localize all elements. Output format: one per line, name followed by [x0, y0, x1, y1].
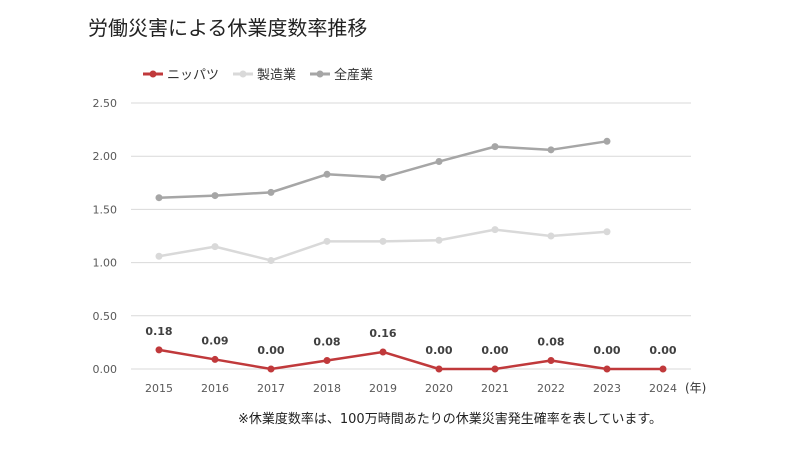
x-tick-label: 2019 — [369, 382, 397, 395]
data-point — [155, 194, 163, 202]
data-label: 0.00 — [649, 344, 676, 357]
data-point — [659, 365, 667, 373]
series-line-2 — [158, 140, 608, 199]
data-point — [603, 365, 611, 373]
data-point — [211, 192, 219, 200]
data-point — [211, 355, 219, 363]
legend-swatch-nippatsu — [143, 70, 163, 77]
data-point — [323, 356, 331, 364]
data-point — [323, 170, 331, 178]
data-point — [211, 243, 219, 251]
data-point — [491, 365, 499, 373]
data-point — [155, 346, 163, 354]
data-point — [547, 232, 555, 240]
x-axis-unit: (年) — [685, 381, 706, 395]
legend-item-nippatsu: ニッパツ — [143, 64, 219, 83]
data-point — [379, 348, 387, 356]
x-tick-label: 2020 — [425, 382, 453, 395]
data-point — [603, 228, 611, 236]
data-label: 0.00 — [257, 344, 284, 357]
data-point — [603, 137, 611, 145]
series-line-0 — [158, 348, 663, 371]
legend-label-manufacturing: 製造業 — [257, 68, 297, 83]
series-line-1 — [158, 228, 608, 262]
chart-title: 労働災害による休業度数率推移 — [88, 16, 368, 40]
data-label: 0.00 — [593, 344, 620, 357]
data-label: 0.18 — [145, 325, 172, 338]
data-point — [267, 256, 275, 264]
y-tick-label: 0.00 — [93, 363, 118, 376]
data-label: 0.00 — [425, 344, 452, 357]
y-tick-label: 2.50 — [93, 97, 118, 110]
legend: ニッパツ 製造業 全産業 — [143, 64, 373, 83]
x-tick-label: 2017 — [257, 382, 285, 395]
data-point — [491, 143, 499, 151]
data-point — [547, 356, 555, 364]
data-point — [155, 252, 163, 260]
y-tick-label: 0.50 — [93, 310, 118, 323]
data-point — [379, 173, 387, 181]
legend-swatch-manufacturing — [233, 70, 254, 77]
legend-item-manufacturing: 製造業 — [233, 64, 296, 83]
y-tick-label: 1.50 — [93, 203, 118, 216]
x-tick-label: 2023 — [593, 382, 621, 395]
x-tick-label: 2016 — [201, 382, 229, 395]
data-label: 0.08 — [537, 335, 564, 348]
data-point — [323, 237, 331, 245]
legend-swatch-all-industries — [310, 70, 331, 77]
y-tick-label: 1.00 — [93, 257, 118, 270]
data-point — [435, 158, 443, 166]
legend-label-nippatsu: ニッパツ — [167, 68, 220, 83]
data-point — [547, 146, 555, 154]
data-label: 0.08 — [313, 335, 340, 348]
data-label: 0.16 — [369, 327, 396, 340]
x-tick-label: 2021 — [481, 382, 509, 395]
legend-item-all-industries: 全産業 — [310, 64, 373, 83]
data-point — [267, 188, 275, 196]
x-tick-label: 2015 — [145, 382, 173, 395]
data-point — [435, 236, 443, 244]
data-label: 0.09 — [201, 334, 228, 347]
y-tick-label: 2.00 — [93, 150, 118, 163]
legend-label-all-industries: 全産業 — [334, 68, 374, 83]
line-chart: 0.00 0.50 1.00 1.50 2.00 2.50 2015 2016 2017 2018… — [93, 97, 707, 395]
x-tick-label: 2022 — [537, 382, 565, 395]
data-point — [379, 237, 387, 245]
data-point — [435, 365, 443, 373]
x-tick-label: 2018 — [313, 382, 341, 395]
data-point — [491, 226, 499, 234]
data-point — [267, 365, 275, 373]
footnote: ※休業度数率は、100万時間あたりの休業災害発生確率を表しています。 — [238, 412, 663, 427]
data-label: 0.00 — [481, 344, 508, 357]
x-tick-label: 2024 — [649, 382, 677, 395]
